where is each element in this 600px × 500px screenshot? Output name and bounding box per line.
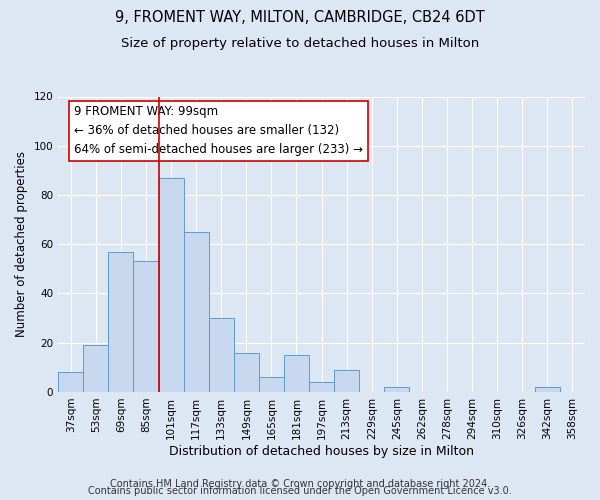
Text: Contains HM Land Registry data © Crown copyright and database right 2024.: Contains HM Land Registry data © Crown c… — [110, 479, 490, 489]
Text: Contains public sector information licensed under the Open Government Licence v3: Contains public sector information licen… — [88, 486, 512, 496]
Bar — [535, 387, 560, 392]
Bar — [284, 355, 309, 392]
Y-axis label: Number of detached properties: Number of detached properties — [15, 151, 28, 337]
Bar — [83, 345, 109, 392]
Bar — [58, 372, 83, 392]
Text: 9 FROMENT WAY: 99sqm
← 36% of detached houses are smaller (132)
64% of semi-deta: 9 FROMENT WAY: 99sqm ← 36% of detached h… — [74, 106, 363, 156]
X-axis label: Distribution of detached houses by size in Milton: Distribution of detached houses by size … — [169, 444, 474, 458]
Bar — [184, 232, 209, 392]
Bar — [309, 382, 334, 392]
Bar — [209, 318, 234, 392]
Text: 9, FROMENT WAY, MILTON, CAMBRIDGE, CB24 6DT: 9, FROMENT WAY, MILTON, CAMBRIDGE, CB24 … — [115, 10, 485, 25]
Bar — [109, 252, 133, 392]
Bar — [334, 370, 359, 392]
Bar — [385, 387, 409, 392]
Bar — [133, 262, 158, 392]
Bar — [234, 352, 259, 392]
Bar — [158, 178, 184, 392]
Bar — [259, 377, 284, 392]
Text: Size of property relative to detached houses in Milton: Size of property relative to detached ho… — [121, 38, 479, 51]
